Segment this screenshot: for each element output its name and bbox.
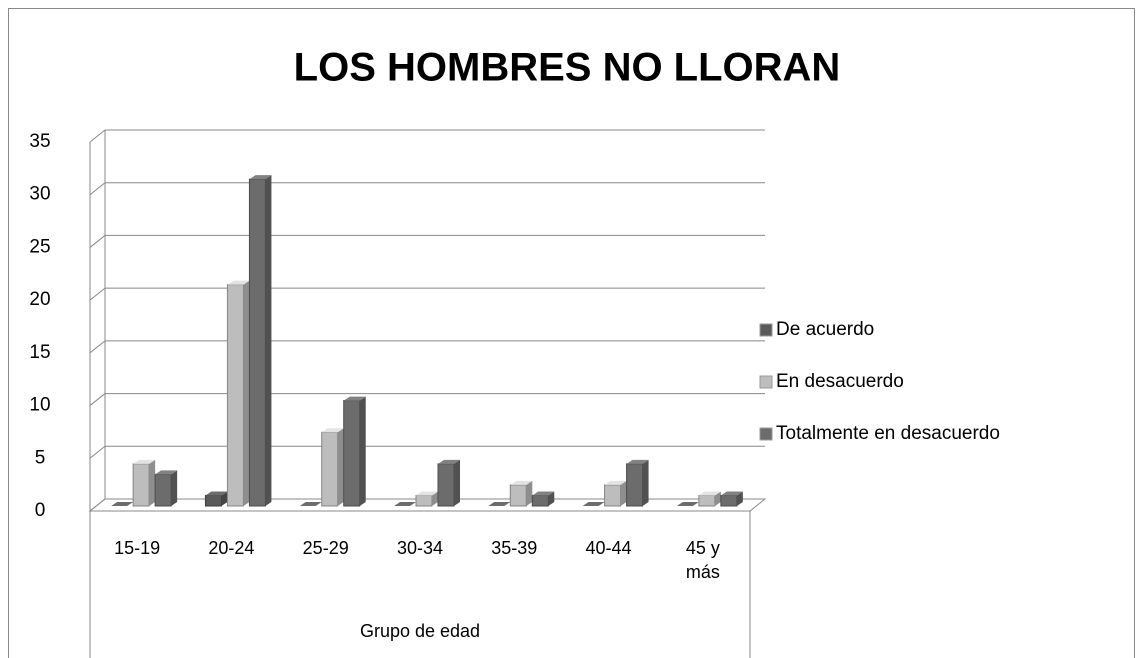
chart-border bbox=[8, 8, 1135, 658]
bar-side bbox=[337, 428, 344, 506]
bar-top bbox=[394, 502, 416, 506]
x-tick-label: 35-39 bbox=[491, 538, 538, 558]
grid-line-side bbox=[89, 340, 106, 354]
x-tick-label: 20-24 bbox=[208, 538, 255, 558]
bar bbox=[698, 494, 716, 507]
bar-side bbox=[243, 280, 250, 506]
legend-label: Totalmente en desacuerdo bbox=[776, 423, 1000, 444]
bar-top bbox=[438, 459, 460, 464]
bar bbox=[154, 473, 172, 507]
bar bbox=[626, 463, 644, 507]
grid-line-side bbox=[89, 182, 106, 196]
grid-line-side bbox=[89, 129, 106, 143]
bar-top bbox=[676, 502, 699, 506]
bar bbox=[437, 463, 455, 507]
bar bbox=[509, 484, 527, 507]
legend-swatch bbox=[759, 323, 773, 337]
x-tick-label: 25-29 bbox=[302, 538, 349, 558]
bar-top bbox=[488, 502, 511, 506]
bar bbox=[321, 431, 339, 507]
x-axis-title: Grupo de edad bbox=[360, 621, 480, 641]
bar-side bbox=[221, 491, 228, 506]
grid-line-side bbox=[89, 393, 106, 406]
bar-top bbox=[249, 175, 272, 180]
bar-side bbox=[736, 491, 743, 506]
grid-line-side bbox=[89, 498, 106, 512]
bar bbox=[720, 494, 738, 507]
x-tick-label: 30-34 bbox=[396, 538, 444, 558]
legend-swatch bbox=[759, 375, 773, 389]
bar-top bbox=[416, 491, 438, 496]
y-tick-label: 0 bbox=[35, 500, 46, 521]
grid-line-side bbox=[89, 235, 106, 248]
bar-top bbox=[321, 428, 344, 433]
bar bbox=[132, 463, 150, 507]
bar-side bbox=[714, 491, 721, 506]
bar-top bbox=[510, 480, 533, 485]
bar bbox=[604, 484, 622, 507]
grid-line-side bbox=[89, 445, 106, 459]
bar-top bbox=[720, 491, 743, 496]
legend-label: De acuerdo bbox=[776, 319, 874, 340]
x-tick-label: 15-19 bbox=[114, 538, 161, 558]
bar-top bbox=[626, 459, 649, 464]
bar-side bbox=[526, 480, 533, 506]
y-tick-label: 5 bbox=[35, 447, 46, 468]
y-tick-label: 10 bbox=[29, 395, 50, 416]
bar-side bbox=[359, 396, 366, 506]
bar-top bbox=[343, 396, 366, 401]
x-tick-label: 45 y más bbox=[685, 538, 720, 582]
bar-top bbox=[227, 280, 250, 285]
bar-top bbox=[205, 491, 228, 496]
bar-side bbox=[149, 459, 156, 506]
legend-swatch bbox=[759, 427, 773, 441]
bar-side bbox=[171, 470, 178, 506]
bar bbox=[343, 400, 361, 507]
bar-top bbox=[532, 491, 555, 496]
bar-side bbox=[642, 459, 649, 506]
bar-top bbox=[582, 502, 605, 506]
bar-top bbox=[604, 480, 627, 485]
bar-top bbox=[133, 459, 156, 464]
bar-side bbox=[548, 491, 555, 506]
y-tick-label: 20 bbox=[29, 289, 50, 310]
bar-top bbox=[299, 502, 322, 506]
bar bbox=[204, 494, 222, 507]
y-tick-label: 35 bbox=[29, 131, 50, 152]
legend-label: En desacuerdo bbox=[776, 371, 904, 392]
y-tick-label: 15 bbox=[29, 342, 50, 363]
bar-top bbox=[155, 470, 178, 475]
bar bbox=[226, 284, 244, 507]
bar bbox=[248, 178, 266, 507]
y-tick-label: 30 bbox=[29, 184, 50, 205]
chart-title: LOS HOMBRES NO LLORAN bbox=[294, 46, 841, 90]
y-tick-label: 25 bbox=[29, 236, 50, 257]
bar-side bbox=[265, 175, 272, 506]
bar bbox=[531, 494, 549, 507]
bar-top bbox=[698, 491, 721, 496]
bar-side bbox=[454, 459, 460, 506]
x-tick-label: 40-44 bbox=[585, 538, 632, 558]
bar-side bbox=[620, 480, 627, 506]
bar-side bbox=[432, 491, 438, 506]
bar bbox=[415, 494, 433, 507]
bar-top bbox=[111, 502, 134, 506]
grid-line-side bbox=[89, 287, 106, 301]
